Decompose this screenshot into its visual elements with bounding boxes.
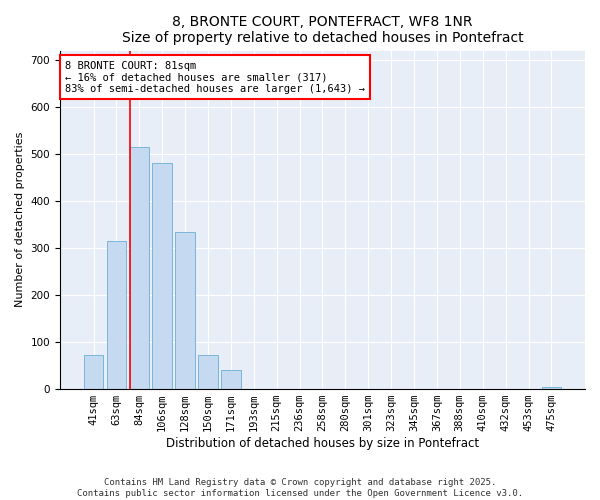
Bar (198, 355, 218, 389)
Bar (542, 386, 561, 389)
Bar (221, 370, 241, 389)
Bar (152, 164, 172, 389)
Text: Contains HM Land Registry data © Crown copyright and database right 2025.
Contai: Contains HM Land Registry data © Crown c… (77, 478, 523, 498)
Bar (107, 241, 126, 389)
Bar (130, 147, 149, 389)
Title: 8, BRONTE COURT, PONTEFRACT, WF8 1NR
Size of property relative to detached house: 8, BRONTE COURT, PONTEFRACT, WF8 1NR Siz… (122, 15, 523, 45)
Bar (84, 355, 103, 389)
Bar (175, 232, 195, 389)
Y-axis label: Number of detached properties: Number of detached properties (15, 132, 25, 308)
X-axis label: Distribution of detached houses by size in Pontefract: Distribution of detached houses by size … (166, 437, 479, 450)
Text: 8 BRONTE COURT: 81sqm
← 16% of detached houses are smaller (317)
83% of semi-det: 8 BRONTE COURT: 81sqm ← 16% of detached … (65, 60, 365, 94)
